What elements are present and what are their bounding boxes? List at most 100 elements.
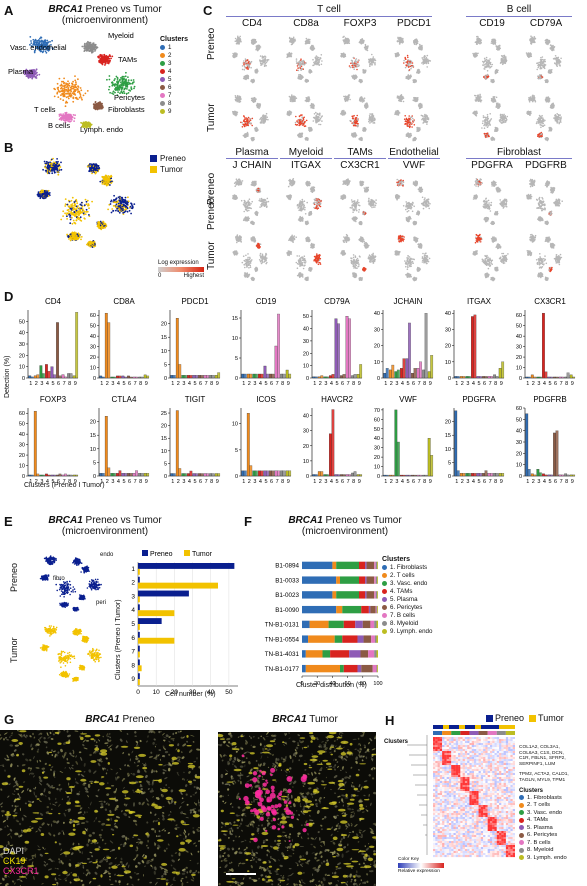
ytick: 20 bbox=[19, 453, 25, 459]
xtick-4: 4 bbox=[401, 381, 404, 387]
seg-TN-B1-0554-2 bbox=[334, 635, 343, 643]
ytick: 20 bbox=[303, 444, 309, 450]
seg-TN-B1-0554-1 bbox=[308, 635, 335, 643]
row-label-preneo-top: Preneo bbox=[206, 28, 217, 60]
seg-TN-B1-0131-6 bbox=[370, 620, 375, 629]
panel-h-gene-block-1: COL1A2, COL3A1, COL6A3, C1S, DCN, C1R, F… bbox=[519, 745, 566, 767]
bar-tumor-4 bbox=[118, 470, 122, 477]
panel-a-umap: Vasc. endothelial Myeloid TAMs Plasma T cell… bbox=[8, 31, 145, 134]
bar-preneo-6 bbox=[340, 474, 343, 477]
bar-preneo-7 bbox=[416, 368, 420, 379]
bar-preneo-1 bbox=[241, 470, 245, 477]
xtick-7: 7 bbox=[560, 479, 563, 485]
bar-tumor-3 bbox=[396, 369, 400, 379]
xtick: 20 bbox=[314, 681, 320, 687]
feature-plot bbox=[286, 36, 323, 83]
feature-plot bbox=[340, 94, 376, 142]
legend-h-8: 9. Lymph. endo bbox=[519, 854, 567, 862]
group-bottom-2: TAMs bbox=[334, 147, 386, 158]
bar-preneo-5 bbox=[121, 375, 125, 379]
bar-tumor-1 bbox=[172, 473, 176, 477]
bar-preneo-4 bbox=[400, 474, 403, 477]
bar-tumor-1 bbox=[456, 376, 460, 379]
ytick: 5 bbox=[448, 460, 451, 466]
xtick-2: 2 bbox=[532, 381, 535, 387]
bar-tumor-8 bbox=[138, 665, 142, 672]
xtick-1: 1 bbox=[313, 479, 316, 485]
bar-preneo-1 bbox=[138, 563, 235, 569]
legend-f-6: 7. B cells bbox=[382, 611, 432, 619]
umap-label-endo: endo bbox=[100, 552, 113, 558]
xtick-5: 5 bbox=[406, 381, 409, 387]
ytick: 30 bbox=[516, 440, 522, 446]
ytick: 50 bbox=[19, 422, 25, 428]
xtick-6: 6 bbox=[412, 479, 415, 485]
bar-tumor-9 bbox=[501, 361, 505, 379]
xtick-6: 6 bbox=[483, 479, 486, 485]
bar-tumor-2 bbox=[249, 465, 253, 477]
legend-cluster-5: 5 bbox=[160, 75, 188, 83]
xtick-1: 1 bbox=[29, 479, 32, 485]
seg-B1-0894-6 bbox=[374, 561, 376, 570]
detection-chart-VWF: VWF 0 10 20 30 40 50 60 70 1 2 3 4 5 6 7 8 9 bbox=[374, 395, 434, 485]
xtick-5: 5 bbox=[406, 479, 409, 485]
xtick-4: 4 bbox=[330, 381, 333, 387]
xtick-1: 1 bbox=[313, 381, 316, 387]
bar-tumor-7 bbox=[277, 470, 280, 477]
bar-preneo-1 bbox=[170, 375, 174, 379]
bar-preneo-6 bbox=[56, 474, 59, 477]
seg-TN-B1-0177-6 bbox=[372, 664, 377, 673]
bar-tumor-1 bbox=[243, 373, 247, 379]
ytick: 60 bbox=[516, 313, 522, 319]
bar-tumor-3 bbox=[112, 376, 116, 379]
panel-d-xlabel: Clusters (Preneo I Tumor) bbox=[24, 482, 105, 489]
bar-tumor-2 bbox=[533, 376, 537, 379]
ytick: 15 bbox=[90, 433, 96, 439]
xtick-7: 7 bbox=[418, 479, 421, 485]
xtick-3: 3 bbox=[537, 381, 540, 387]
annotation-7: B cells bbox=[48, 121, 70, 130]
bar-preneo-1 bbox=[312, 376, 316, 379]
bar-preneo-3 bbox=[394, 371, 398, 379]
bar-tumor-9 bbox=[359, 474, 363, 477]
bar-tumor-8 bbox=[495, 376, 499, 379]
bar-tumor-1 bbox=[314, 376, 318, 379]
ytick: 10 bbox=[445, 447, 451, 453]
ytick: 10 bbox=[161, 349, 167, 355]
bar-preneo-6 bbox=[269, 470, 272, 477]
bar-tumor-7 bbox=[277, 313, 280, 379]
bar-preneo-5 bbox=[547, 376, 551, 379]
bar-tumor-6 bbox=[200, 375, 204, 379]
xtick-6: 6 bbox=[199, 381, 202, 387]
bar-tumor-3 bbox=[254, 470, 258, 477]
ytick: 0 bbox=[519, 474, 522, 480]
ytick: 30 bbox=[516, 345, 522, 351]
bar-tumor-7 bbox=[490, 473, 493, 477]
ytick: 60 bbox=[516, 406, 522, 412]
bar-tumor-7 bbox=[419, 474, 422, 477]
ytick: 30 bbox=[374, 446, 380, 452]
ytick: 20 bbox=[516, 451, 522, 457]
bar-preneo-2 bbox=[388, 474, 392, 477]
annotation-5: Fibroblasts bbox=[108, 105, 145, 114]
group-top-0: T cell bbox=[226, 4, 432, 15]
bar-preneo-5 bbox=[405, 474, 409, 477]
bar-tumor-3 bbox=[325, 376, 329, 379]
xtick-8: 8 bbox=[494, 479, 497, 485]
bar-preneo-6 bbox=[198, 375, 201, 379]
legend-cluster-7: 7 bbox=[160, 91, 188, 99]
bar-tumor-7 bbox=[64, 376, 67, 379]
ytick: 30 bbox=[374, 327, 380, 333]
seg-B1-0033-8 bbox=[377, 576, 378, 584]
ytick: 10 bbox=[374, 465, 380, 471]
seg-B1-0033-2 bbox=[340, 576, 359, 584]
bar-preneo-5 bbox=[192, 473, 196, 477]
xtick-6: 6 bbox=[554, 479, 557, 485]
feature-plot bbox=[472, 178, 508, 226]
bar-tumor-2 bbox=[391, 364, 395, 379]
xtick-4: 4 bbox=[330, 479, 333, 485]
bar-preneo-6 bbox=[553, 432, 556, 477]
bar-tumor-9 bbox=[75, 474, 79, 477]
